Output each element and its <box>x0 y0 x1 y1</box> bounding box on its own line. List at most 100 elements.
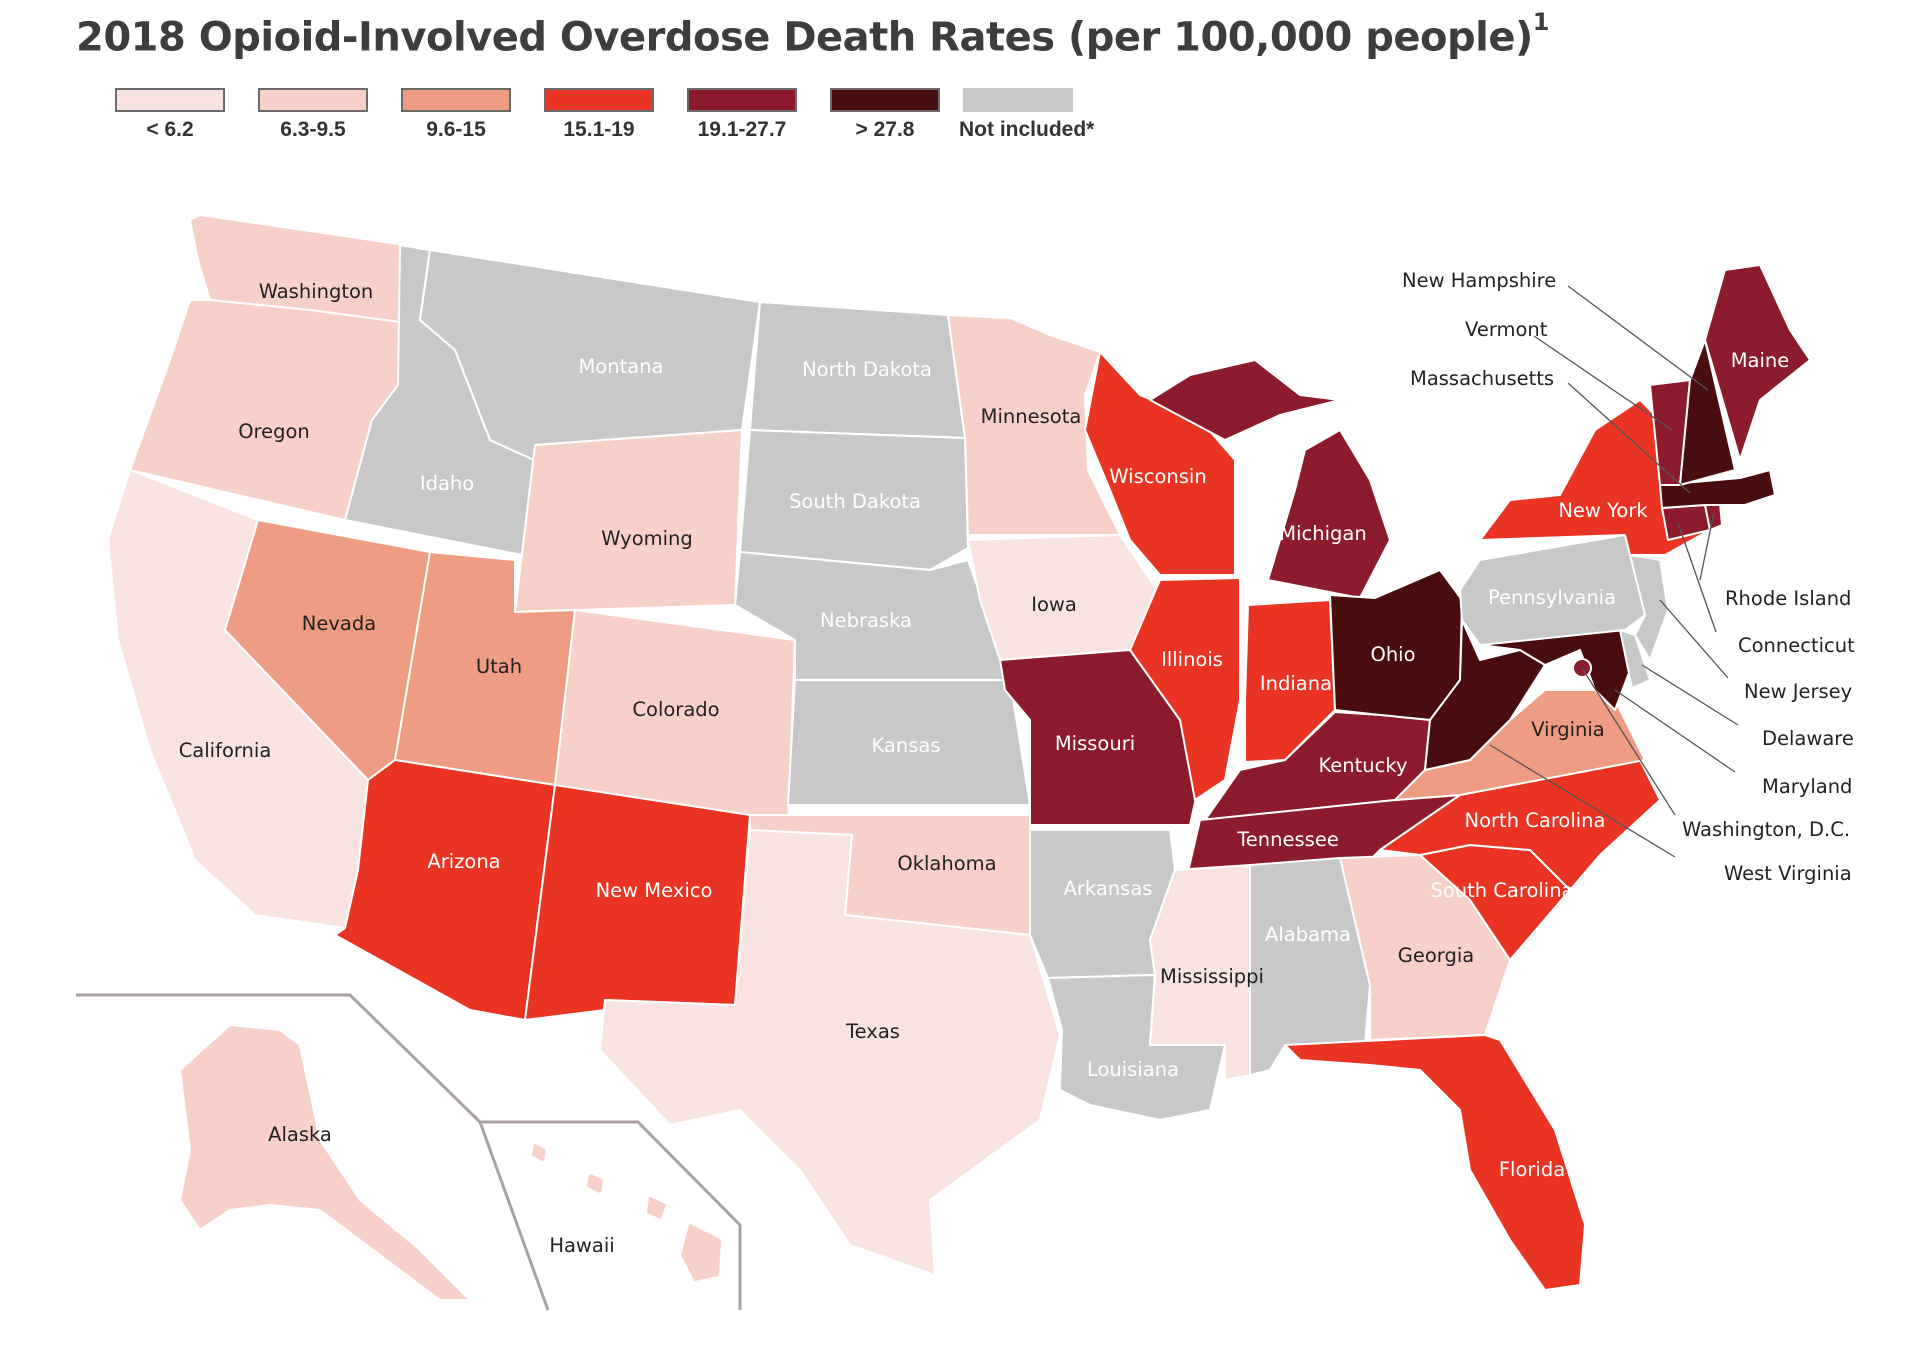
label-texas: Texas <box>845 1020 900 1043</box>
label-nevada: Nevada <box>302 612 376 635</box>
label-montana: Montana <box>578 355 663 378</box>
legend-item-lt-6-2: < 6.2 <box>115 88 225 142</box>
state-maine[interactable] <box>1704 264 1811 461</box>
state-new_jersey[interactable] <box>1629 554 1669 661</box>
label-washington: Washington <box>259 280 374 303</box>
legend-swatch <box>687 88 797 112</box>
state-alaska[interactable] <box>179 1024 471 1301</box>
leader-west-virginia <box>1489 744 1676 858</box>
callout-massachusetts: Massachusetts <box>1410 367 1554 390</box>
legend-label: 15.1-19 <box>563 118 635 141</box>
state-massachusetts[interactable] <box>1659 469 1776 509</box>
legend-swatch <box>544 88 654 112</box>
label-south-carolina: South Carolina <box>1430 879 1573 902</box>
legend-item-9-6-15: 9.6-15 <box>401 88 511 142</box>
label-indiana: Indiana <box>1260 672 1332 695</box>
leader-maryland <box>1614 689 1736 773</box>
leader-delaware <box>1641 664 1739 726</box>
legend-item-gt-27-8: > 27.8 <box>830 88 940 142</box>
callout-lines <box>1489 285 1739 858</box>
state-wyoming[interactable] <box>514 429 743 613</box>
legend-swatch <box>401 88 511 112</box>
title-text: 2018 Opioid-Involved Overdose Death Rate… <box>76 14 1533 61</box>
legend-label: Not included* <box>959 118 1095 141</box>
label-new-york: New York <box>1558 499 1648 522</box>
callout-delaware: Delaware <box>1762 727 1854 750</box>
label-kentucky: Kentucky <box>1318 754 1407 777</box>
label-arizona: Arizona <box>427 850 500 873</box>
callout-new-hampshire: New Hampshire <box>1402 269 1556 292</box>
legend-item-19-1-27-7: 19.1-27.7 <box>687 88 797 142</box>
leader-new-jersey <box>1659 599 1729 679</box>
state-new_mexico[interactable] <box>524 784 751 1021</box>
title-footnote: 1 <box>1532 8 1550 36</box>
label-nebraska: Nebraska <box>820 609 912 632</box>
label-iowa: Iowa <box>1031 593 1077 616</box>
legend-label: 9.6-15 <box>426 118 486 141</box>
leader-rhode-island <box>1699 511 1715 581</box>
state-labels: Washington Oregon California Idaho Nevad… <box>179 280 1790 1257</box>
callout-maryland: Maryland <box>1762 775 1852 798</box>
label-kansas: Kansas <box>871 734 940 757</box>
leader-connecticut <box>1677 522 1717 633</box>
label-utah: Utah <box>476 655 522 678</box>
label-idaho: Idaho <box>420 472 474 495</box>
state-arizona[interactable] <box>334 759 556 1021</box>
label-tennessee: Tennessee <box>1236 828 1339 851</box>
label-arkansas: Arkansas <box>1064 877 1153 900</box>
callout-vermont: Vermont <box>1465 318 1548 341</box>
state-florida[interactable] <box>1284 1034 1586 1291</box>
legend-label: > 27.8 <box>855 118 915 141</box>
label-minnesota: Minnesota <box>981 405 1082 428</box>
label-oregon: Oregon <box>238 420 310 443</box>
state-texas[interactable] <box>599 829 1061 1276</box>
legend-label: < 6.2 <box>146 118 194 141</box>
label-maine: Maine <box>1731 349 1790 372</box>
state-south_dakota[interactable] <box>739 429 969 571</box>
label-new-mexico: New Mexico <box>596 879 713 902</box>
legend-item-not-included: Not included* <box>959 88 1094 142</box>
callout-new-jersey: New Jersey <box>1744 680 1852 703</box>
label-north-carolina: North Carolina <box>1465 809 1606 832</box>
state-illinois[interactable] <box>1129 577 1241 801</box>
legend-item-15-1-19: 15.1-19 <box>544 88 654 142</box>
legend-item-6-3-9-5: 6.3-9.5 <box>258 88 368 142</box>
legend-swatch <box>963 88 1073 112</box>
callout-rhode-island: Rhode Island <box>1725 587 1851 610</box>
label-north-dakota: North Dakota <box>802 358 932 381</box>
label-wisconsin: Wisconsin <box>1109 465 1206 488</box>
label-louisiana: Louisiana <box>1087 1058 1179 1081</box>
label-illinois: Illinois <box>1161 648 1223 671</box>
label-wyoming: Wyoming <box>601 527 693 550</box>
state-new_hampshire[interactable] <box>1679 339 1736 486</box>
label-virginia: Virginia <box>1531 718 1605 741</box>
label-oklahoma: Oklahoma <box>897 852 996 875</box>
callout-connecticut: Connecticut <box>1738 634 1855 657</box>
label-michigan: Michigan <box>1279 522 1366 545</box>
hawaii-inset-border <box>480 1120 742 1310</box>
legend-label: 6.3-9.5 <box>280 118 346 141</box>
label-georgia: Georgia <box>1398 944 1474 967</box>
label-florida: Florida <box>1499 1158 1565 1181</box>
label-mississippi: Mississippi <box>1160 965 1264 988</box>
legend-swatch <box>115 88 225 112</box>
label-colorado: Colorado <box>632 698 719 721</box>
label-alaska: Alaska <box>268 1123 332 1146</box>
state-michigan[interactable] <box>1149 359 1391 599</box>
leader-new-hampshire <box>1567 285 1709 391</box>
legend-swatch <box>830 88 940 112</box>
state-delaware[interactable] <box>1619 629 1651 689</box>
callout-washington-dc: Washington, D.C. <box>1682 818 1850 841</box>
leader-vermont <box>1533 335 1673 431</box>
inset-borders <box>76 993 742 1311</box>
label-california: California <box>179 739 272 762</box>
leader-washington-dc <box>1581 667 1676 816</box>
label-missouri: Missouri <box>1055 732 1135 755</box>
alaska-inset-border <box>76 993 550 1311</box>
legend-label: 19.1-27.7 <box>697 118 787 141</box>
label-alabama: Alabama <box>1265 923 1351 946</box>
state-hawaii[interactable] <box>532 1144 721 1281</box>
label-pennsylvania: Pennsylvania <box>1488 586 1616 609</box>
callout-west-virginia: West Virginia <box>1724 862 1852 885</box>
